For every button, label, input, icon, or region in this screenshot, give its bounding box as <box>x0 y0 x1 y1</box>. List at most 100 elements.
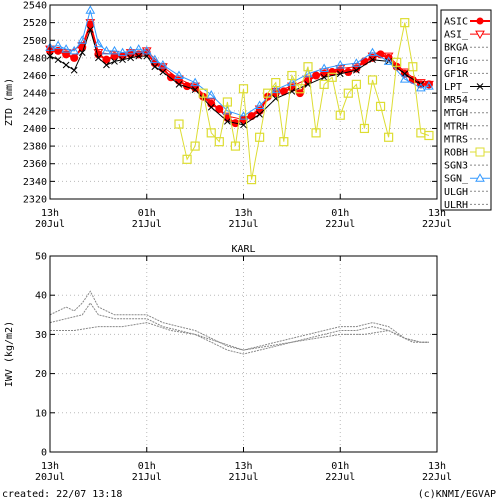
data-point <box>69 45 80 55</box>
x-tick-date-label: 20Jul <box>35 219 65 230</box>
data-point <box>119 56 126 64</box>
data-point <box>207 103 215 111</box>
x-tick-date-label: 22Jul <box>325 472 355 483</box>
legend-label-asi: ASI_ <box>444 30 469 41</box>
data-point <box>77 35 88 44</box>
y-tick-label: 2520 <box>23 18 47 29</box>
y-tick-label: 2380 <box>23 142 47 153</box>
data-point <box>369 56 376 64</box>
data-point <box>383 56 394 65</box>
data-point <box>125 45 136 55</box>
legend-label-sgn: SGN_ <box>444 174 469 185</box>
legend-marker <box>475 173 485 182</box>
data-point <box>295 84 305 94</box>
data-point <box>206 98 217 108</box>
data-point <box>109 45 120 55</box>
data-point <box>93 38 104 48</box>
data-point <box>383 52 394 62</box>
data-point <box>408 62 418 72</box>
y-tick-label: 2480 <box>23 53 47 64</box>
data-point <box>319 68 329 78</box>
x-tick-label: 13h <box>41 208 59 219</box>
x-tick-label: 13h <box>234 208 252 219</box>
x-tick-date-label: 22Jul <box>325 219 355 230</box>
y-tick-label: 2360 <box>23 159 47 170</box>
data-point <box>238 116 249 125</box>
legend-label-sgn3: SGN3 <box>444 161 468 172</box>
data-point <box>54 56 62 64</box>
data-point <box>303 62 313 72</box>
legend-marker <box>476 17 484 25</box>
legend-label-mtgh: MTGH <box>444 108 468 119</box>
data-point <box>61 44 71 53</box>
data-point <box>287 77 297 87</box>
data-point <box>401 70 409 78</box>
data-point <box>190 77 200 87</box>
data-point <box>174 70 184 80</box>
x-tick-date-label: 20Jul <box>35 472 65 483</box>
data-point <box>141 45 152 55</box>
x-tick-date-label: 21Jul <box>228 219 258 230</box>
data-point <box>159 68 167 76</box>
y-tick-label: 2460 <box>23 71 47 82</box>
data-point <box>343 88 353 98</box>
y-axis-label: ZTD (mm) <box>4 78 15 126</box>
legend-label-robh: ROBH <box>444 148 468 159</box>
legend-label-ulgh: ULGH <box>444 187 468 198</box>
data-point <box>424 81 434 90</box>
data-point <box>400 18 410 28</box>
data-point <box>271 77 281 88</box>
data-point <box>198 88 208 98</box>
data-point <box>85 19 96 28</box>
data-point <box>125 49 136 58</box>
y-tick-label: 40 <box>35 291 47 302</box>
data-point <box>70 53 79 62</box>
data-point <box>327 72 337 82</box>
data-point <box>127 54 134 62</box>
data-point <box>246 175 257 185</box>
data-point <box>279 137 289 147</box>
data-point <box>392 57 402 67</box>
legend-label-bkga: BKGA <box>444 43 468 54</box>
chart-panel-1: 2320 2340 2360 2380 2400 2420 2440 2460 2480 2500… <box>4 1 492 230</box>
x-tick-date-label: 21Jul <box>132 472 162 483</box>
data-point <box>416 82 426 92</box>
y-tick-label: 2500 <box>23 36 47 47</box>
y-tick-label: 2320 <box>23 195 47 206</box>
data-point <box>256 110 263 118</box>
x-tick-date-label: 22Jul <box>422 219 452 230</box>
series-sgn <box>45 5 434 120</box>
data-point <box>101 45 112 55</box>
y-tick-label: 0 <box>41 448 47 459</box>
data-point <box>270 84 281 94</box>
data-point <box>135 52 143 60</box>
data-point <box>206 128 216 138</box>
series-line <box>50 21 429 125</box>
data-point <box>174 75 184 85</box>
data-point <box>336 70 344 78</box>
data-point <box>158 63 168 72</box>
data-point <box>311 128 321 138</box>
series-asi <box>45 19 434 125</box>
x-tick-date-label: 22Jul <box>422 472 452 483</box>
legend-label-ulrh: ULRH <box>444 200 468 211</box>
data-point <box>190 141 200 151</box>
y-tick-label: 2540 <box>23 1 47 12</box>
series-line <box>49 290 429 351</box>
data-point <box>353 66 360 74</box>
data-point <box>319 63 329 72</box>
copyright-credit: (c)KNMI/EGVAP <box>418 489 496 500</box>
legend-label-lpt: LPT_ <box>444 82 469 93</box>
data-point <box>263 88 273 98</box>
chart-title: KARL <box>231 244 255 255</box>
series-line-2 <box>49 302 429 355</box>
series-line-3 <box>50 322 429 351</box>
data-point <box>222 112 233 122</box>
x-tick-date-label: 21Jul <box>132 219 162 230</box>
data-point <box>95 54 102 62</box>
legend-box <box>440 9 492 211</box>
data-point <box>384 132 394 142</box>
x-tick-label: 13h <box>234 461 252 472</box>
data-point <box>255 132 265 142</box>
y-tick-label: 20 <box>35 369 47 380</box>
